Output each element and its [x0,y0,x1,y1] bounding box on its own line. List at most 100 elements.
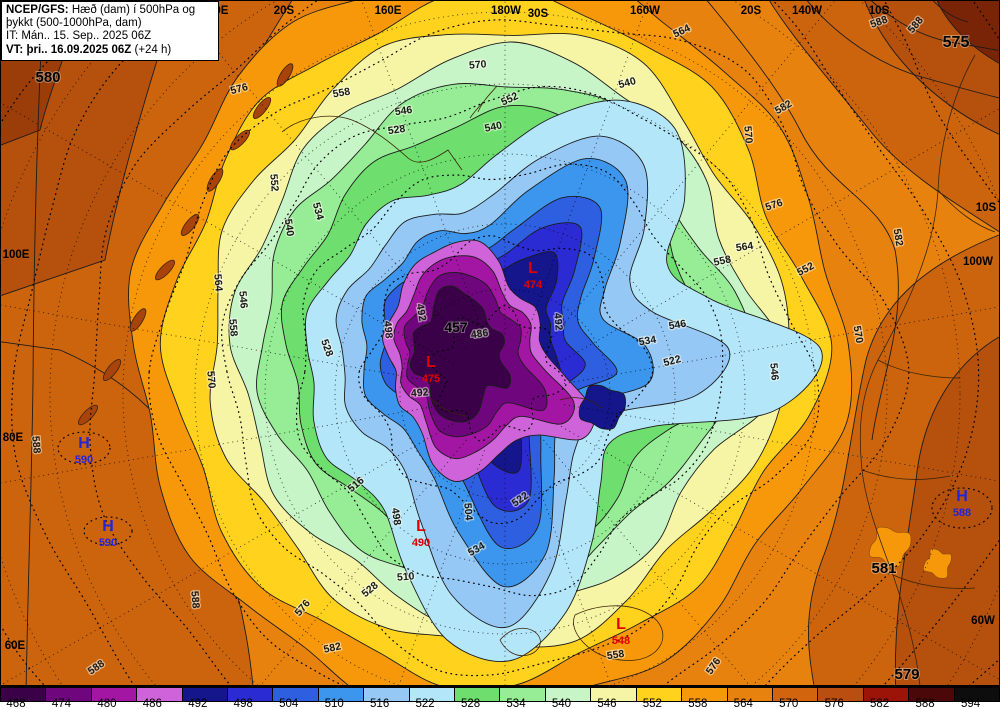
meridian-line [0,403,446,484]
terrain-patch [923,548,952,579]
colorbar-value-label: 528 [460,698,481,709]
thickness-value-label: 580 [35,69,60,86]
terrain-patch [869,526,912,567]
contour-label: 570 [468,58,487,71]
thickness-contour [931,487,993,529]
colorbar-blocks [0,687,1000,702]
contour-label: 540 [484,119,504,134]
contour-label: 576 [229,81,249,97]
coastline [859,54,976,686]
island-coastline [180,213,200,237]
thickness-contour [358,235,654,525]
contour-label: 564 [211,273,224,292]
title-line-2: þykkt (500-1000hPa, dam) [6,17,142,30]
high-center-marker: H [102,518,114,535]
colorbar-cell [182,687,229,702]
colorbar-cell [727,687,773,702]
graticule-label: 60W [971,615,995,627]
island-coastline [129,308,147,332]
contour-label: 534 [310,201,326,221]
thickness-contour [83,516,133,546]
colorbar-cell [46,687,92,702]
contour-label: 558 [713,253,733,268]
colorbar-cell [682,687,728,702]
thickness-value-label: 575 [943,34,970,51]
center-value-label: 475 [422,373,440,385]
colorbar-cell [318,687,365,702]
colorbar-value-label: 492 [188,698,208,709]
contour-label: 492 [410,386,429,399]
contour-label: 546 [767,362,780,381]
graticule-label: 80E [3,432,24,444]
colorbar-value-label: 582 [870,698,890,709]
island-coastline [102,358,122,382]
parallel-circle [49,0,961,686]
height-contour [932,0,969,23]
meridian-line [556,107,1000,365]
colorbar-value-label: 552 [642,698,662,709]
colorbar-cell [91,687,138,702]
colorbar-value-label: 468 [6,698,26,709]
graticule-label: 60E [5,640,26,652]
contour-label: 492 [414,303,429,322]
height-band [578,384,627,430]
contour-label: 570 [204,370,217,389]
center-value-label: 590 [75,454,93,466]
contour-label: 492 [551,312,564,331]
contour-label: 540 [282,218,296,237]
coastline [469,85,498,119]
graticule-label: 160E [375,5,402,17]
contour-label: 564 [735,240,754,254]
center-value-label: 588 [953,507,971,519]
height-contour [25,0,45,686]
low-center-marker: L [426,354,436,371]
colorbar-value-label: 576 [824,698,844,709]
graticule-label: 180W [491,5,521,17]
map-canvas: 5765705585465525405285645405525345405645… [0,0,1000,686]
parallel-circle [334,223,676,565]
thickness-contour [57,431,111,465]
graticule-label: 160W [630,5,660,17]
coastline [861,189,996,589]
height-contour [806,0,1000,99]
high-center-marker: H [956,488,968,505]
colorbar-value-label: 594 [960,698,981,709]
parallel-circle [399,288,611,500]
center-value-label: 548 [612,635,630,647]
low-center-marker: L [616,616,626,633]
contour-label: 558 [606,648,625,662]
contour-label: 534 [638,334,657,349]
contour-label: 552 [267,173,280,192]
parallel-circle [264,153,746,635]
contour-label: 570 [741,125,754,144]
contour-label: 558 [226,318,239,337]
contour-label: 582 [891,228,906,247]
extra-contour-layer [25,0,1000,686]
colorbar-value-label: 498 [233,698,253,709]
center-value-label: 590 [99,537,117,549]
island-coastline [252,96,272,120]
thickness-label-layer: 457 580 575 581 579 [34,33,970,684]
contour-label: 528 [387,123,406,137]
contour-label: 546 [394,104,413,118]
colorbar-value-label: 564 [733,698,753,709]
colorbar-value-label: 540 [551,698,572,709]
island-coastline [155,259,175,281]
contour-label: 588 [29,435,42,454]
contour-label: 570 [851,325,866,344]
pressure-center-layer: L 474 L 475 L 490 L 548 H 590 H 590 H 588 [75,260,971,647]
graticule-label: 100W [963,256,993,268]
title-line-1: NCEP/GFS: Hæð (dam) í 500hPa og [6,4,196,16]
contour-label: 540 [617,75,637,91]
contour-label: 498 [381,320,394,339]
colorbar-cell [228,687,274,702]
thickness-contour-layer [0,0,1000,686]
colorbar-cell [0,687,47,702]
colorbar-cell [500,687,546,702]
colorbar-cell [137,687,183,702]
colorbar-cell [863,687,910,702]
contour-label: 558 [332,86,351,101]
graticule-label: 140W [792,5,822,17]
thickness-contour [295,163,724,597]
coastline [281,115,463,171]
